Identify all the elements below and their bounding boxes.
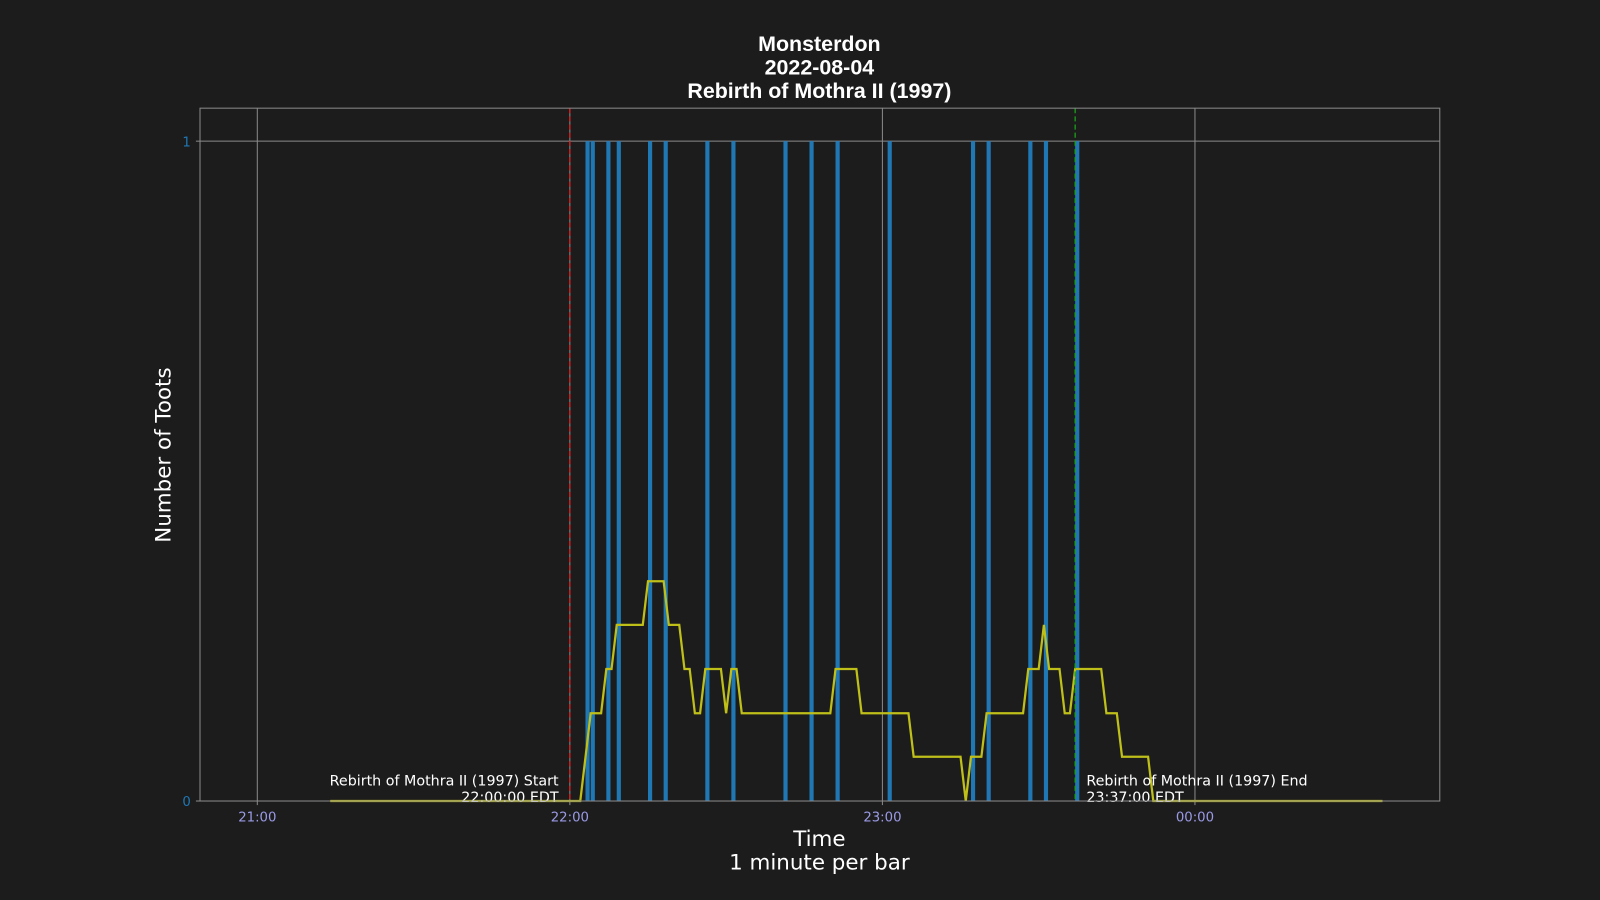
event-label: Rebirth of Mothra II (1997) End xyxy=(1086,774,1307,790)
x-tick-label: 22:00 xyxy=(551,810,589,825)
bar xyxy=(705,141,710,802)
bar xyxy=(1028,141,1033,802)
chart-subtitle: 2022-08-04 xyxy=(765,55,875,79)
bar xyxy=(835,141,840,802)
x-tick-label: 23:00 xyxy=(863,810,901,825)
bar xyxy=(606,141,611,802)
bar xyxy=(809,141,814,802)
y-axis-label: Number of Toots xyxy=(151,367,176,542)
chart-title: Monsterdon xyxy=(758,32,880,56)
x-axis-sublabel: 1 minute per bar xyxy=(729,850,910,875)
x-axis-label: Time xyxy=(792,827,845,852)
y-tick-label: 1 xyxy=(182,135,190,150)
bar xyxy=(970,141,976,802)
bar xyxy=(647,141,653,802)
bar xyxy=(663,141,668,802)
chart-subtitle: Rebirth of Mothra II (1997) xyxy=(687,79,951,103)
x-tick-label: 21:00 xyxy=(238,810,276,825)
bar xyxy=(1075,141,1080,802)
x-tick-label: 00:00 xyxy=(1176,810,1214,825)
bar xyxy=(585,141,590,802)
rolling-line xyxy=(330,580,1383,803)
bar xyxy=(616,141,621,802)
bar xyxy=(1043,141,1049,802)
bar xyxy=(783,141,788,802)
bar xyxy=(590,141,595,802)
y-tick-label: 0 xyxy=(182,795,190,810)
bar xyxy=(887,141,892,802)
plot-frame xyxy=(199,107,1441,802)
event-label: 22:00:00 EDT xyxy=(461,790,559,806)
event-label: 23:37:00 EDT xyxy=(1086,790,1184,806)
bar xyxy=(731,141,736,802)
bar xyxy=(986,141,991,802)
event-label: Rebirth of Mothra II (1997) Start xyxy=(330,774,559,790)
